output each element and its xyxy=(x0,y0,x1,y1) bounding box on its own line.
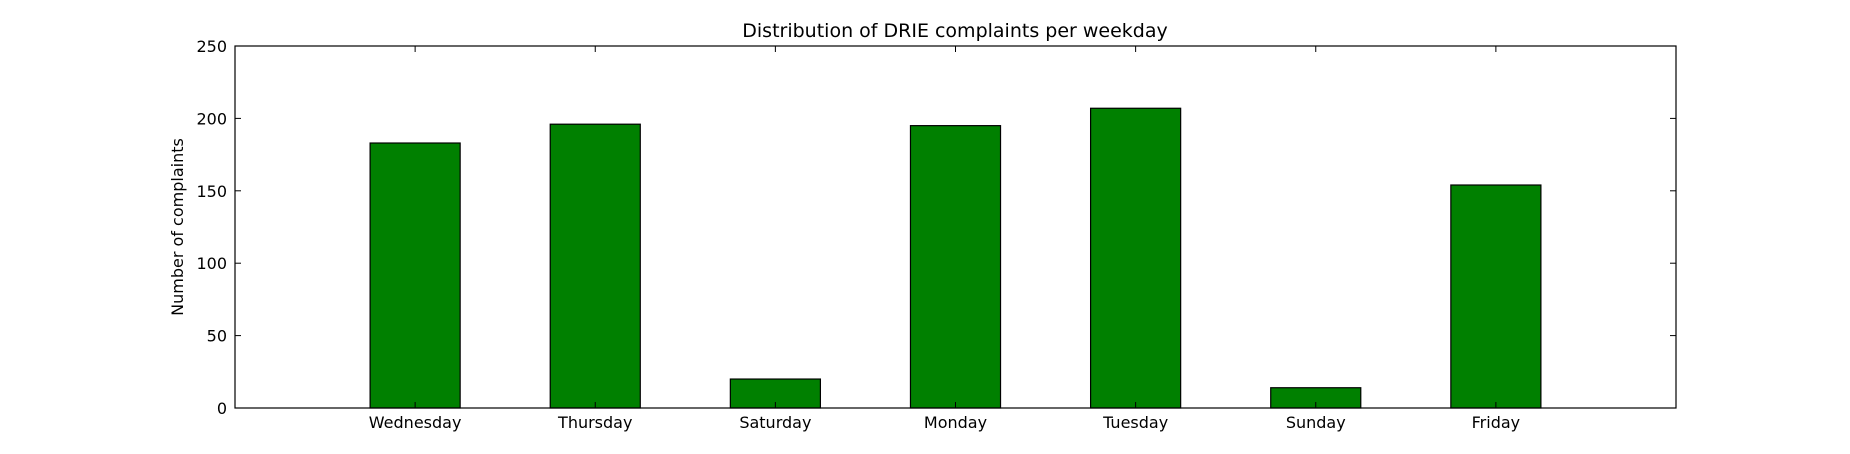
x-tick-label: Wednesday xyxy=(369,413,462,432)
bars-layer xyxy=(369,107,1542,409)
chart-title: Distribution of DRIE complaints per week… xyxy=(742,20,1167,42)
x-tick-label: Sunday xyxy=(1286,413,1346,432)
y-axis-label: Number of complaints xyxy=(168,138,187,316)
x-tick-label: Tuesday xyxy=(1102,413,1168,432)
bar-wednesday xyxy=(369,142,461,409)
y-tick-label: 150 xyxy=(196,182,227,201)
bar-thursday xyxy=(549,123,641,409)
x-tick-label: Friday xyxy=(1472,413,1521,432)
y-tick-label: 100 xyxy=(196,254,227,273)
ticks-layer: Wednesday Thursday Saturday Monday Tuesday Su… xyxy=(196,37,1676,432)
x-tick-label: Monday xyxy=(924,413,987,432)
plot-frame xyxy=(234,45,1677,409)
y-tick-label: 50 xyxy=(207,327,227,346)
y-tick-label: 200 xyxy=(196,109,227,128)
x-tick-label: Thursday xyxy=(557,413,632,432)
bar-monday xyxy=(909,125,1002,409)
x-tick-label: Saturday xyxy=(739,413,811,432)
bar-tuesday xyxy=(1089,107,1182,409)
y-tick-label: 250 xyxy=(196,37,227,56)
y-tick-label: 0 xyxy=(217,399,227,418)
bar-friday xyxy=(1450,184,1542,409)
